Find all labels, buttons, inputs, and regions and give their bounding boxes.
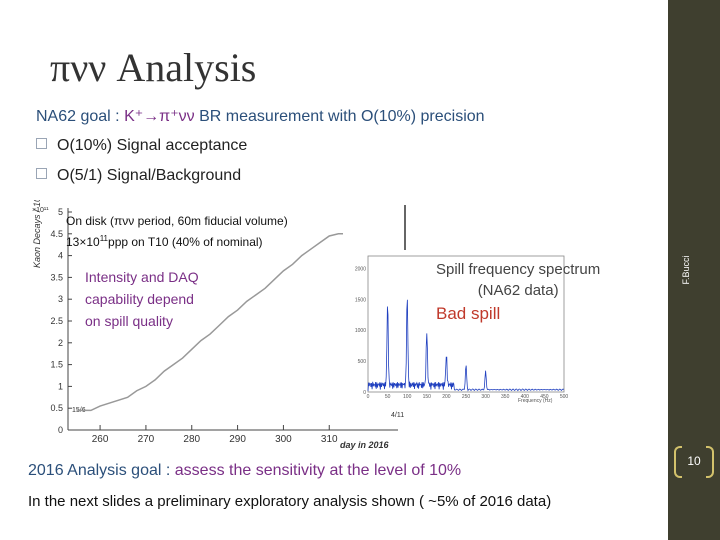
spill-frequency-spectrum: 0 500 1000 1500 2000 0 50 100 150 200 250 300 350 40… bbox=[340, 250, 570, 405]
spectrum-y-tick-label: 1500 bbox=[355, 297, 366, 303]
y-tick-label: 4 bbox=[58, 251, 63, 261]
y-tick-label: 3 bbox=[58, 294, 63, 304]
spectrum-x-tick-label: 450 bbox=[540, 394, 549, 400]
intensity-line: capability depend bbox=[85, 291, 194, 307]
spectrum-x-ticks: 0 50 100 150 200 250 300 350 400 450 500 bbox=[367, 394, 569, 400]
y-tick-label: 5 bbox=[58, 207, 63, 217]
y-tick-label: 0 bbox=[58, 425, 63, 435]
x-tick-label: 290 bbox=[229, 434, 246, 445]
spectrum-title-line: Spill frequency spectrum bbox=[436, 261, 601, 278]
y-tick-label: 1.5 bbox=[50, 360, 63, 370]
bullet-item: O(5/1) Signal/Background bbox=[36, 167, 241, 185]
spectrum-x-tick-label: 150 bbox=[423, 394, 432, 400]
spectrum-y-tick-label: 2000 bbox=[355, 266, 366, 272]
next-slides-note: In the next slides a preliminary explora… bbox=[28, 493, 552, 510]
intensity-line: Intensity and DAQ bbox=[85, 269, 199, 285]
y-tick-label: 2 bbox=[58, 338, 63, 348]
checkbox-bullet-icon bbox=[36, 168, 47, 179]
author-label: F.Bucci bbox=[681, 255, 691, 285]
goal-rest: BR measurement with O(10%) precision bbox=[194, 108, 485, 125]
on-disk-exponent: 11 bbox=[99, 234, 109, 243]
on-disk-line1: On disk (πνν period, 60m fiducial volume… bbox=[66, 214, 288, 228]
goal-line: NA62 goal : K⁺→π⁺νν BR measurement with … bbox=[36, 106, 485, 126]
y-axis-label: Kaon Decays / 10¹¹ bbox=[32, 200, 42, 268]
analysis-goal-prefix: 2016 Analysis goal : bbox=[28, 462, 175, 479]
spectrum-x-tick-label: 300 bbox=[481, 394, 490, 400]
spectrum-line bbox=[367, 299, 565, 392]
kaon-decays-line bbox=[77, 233, 343, 412]
spectrum-title: Spill frequency spectrum (NA62 data) bbox=[436, 259, 600, 301]
analysis-goal-line: 2016 Analysis goal : assess the sensitiv… bbox=[28, 462, 461, 480]
spectrum-x-tick-label: 500 bbox=[560, 394, 569, 400]
slide-title: πνν Analysis bbox=[50, 45, 257, 90]
goal-prefix: NA62 goal : bbox=[36, 108, 125, 125]
on-disk-prefix: 13×10 bbox=[66, 235, 100, 249]
x-tick-label: 280 bbox=[183, 434, 200, 445]
y-ticks: 0 0.5 1 1.5 2 2.5 3 3.5 4 4.5 5 bbox=[50, 207, 72, 435]
spectrum-x-tick-label: 100 bbox=[403, 394, 412, 400]
spectrum-y-tick-label: 1000 bbox=[355, 328, 366, 334]
page-number: 10 bbox=[670, 446, 718, 478]
spectrum-x-tick-label: 350 bbox=[501, 394, 510, 400]
bullet-text: O(5/1) Signal/Background bbox=[57, 167, 242, 184]
bullet-item: O(10%) Signal acceptance bbox=[36, 137, 247, 155]
y-tick-label: 2.5 bbox=[50, 316, 63, 326]
spectrum-y-ticks: 0 500 1000 1500 2000 bbox=[355, 266, 366, 396]
x-tick-label: 270 bbox=[138, 434, 155, 445]
on-disk-note: On disk (πνν period, 60m fiducial volume… bbox=[66, 213, 288, 251]
spectrum-y-tick-label: 500 bbox=[358, 359, 367, 365]
analysis-goal-highlight: assess the sensitivity at the level of 1… bbox=[174, 462, 462, 479]
x-tick-label: 310 bbox=[321, 434, 338, 445]
y-tick-label: 0.5 bbox=[50, 403, 63, 413]
on-disk-suffix: ppp on T10 (40% of nominal) bbox=[108, 235, 263, 249]
bad-spill-label: Bad spill bbox=[436, 304, 501, 323]
y-tick-label: 1 bbox=[58, 381, 63, 391]
on-disk-line2: 13×1011ppp on T10 (40% of nominal) bbox=[66, 230, 288, 251]
y-exponent: ×10¹¹ bbox=[32, 207, 49, 214]
spectrum-y-tick-label: 0 bbox=[363, 390, 366, 396]
spectrum-x-label: Frequency (Hz) bbox=[518, 398, 553, 404]
y-tick-label: 4.5 bbox=[50, 229, 63, 239]
intensity-note: Intensity and DAQ capability depend on s… bbox=[85, 266, 199, 332]
intensity-line: on spill quality bbox=[85, 313, 173, 329]
x-ticks: 260 270 280 290 300 310 bbox=[92, 425, 338, 445]
bullet-text: O(10%) Signal acceptance bbox=[57, 137, 248, 154]
y-tick-label: 3.5 bbox=[50, 272, 63, 282]
spectrum-x-tick-label: 50 bbox=[385, 394, 391, 400]
x-tick-label: 300 bbox=[275, 434, 292, 445]
spectrum-frame bbox=[367, 255, 565, 393]
spectrum-x-tick-label: 0 bbox=[367, 394, 370, 400]
checkbox-bullet-icon bbox=[36, 138, 47, 149]
x-axis-label: day in 2016 bbox=[340, 440, 390, 450]
x-tick-label: 260 bbox=[92, 434, 109, 445]
end-label: 4/11 bbox=[391, 412, 404, 419]
spectrum-x-tick-label: 250 bbox=[462, 394, 471, 400]
spectrum-x-tick-label: 200 bbox=[442, 394, 451, 400]
spectrum-x-tick-label: 400 bbox=[521, 394, 530, 400]
spectrum-subtitle: (NA62 data) bbox=[477, 282, 559, 299]
goal-highlight: K⁺→π⁺νν bbox=[124, 108, 195, 125]
kaon-decays-chart: 0 0.5 1 1.5 2 2.5 3 3.5 4 4.5 5 260 270 280 290 300 310… bbox=[32, 200, 406, 450]
